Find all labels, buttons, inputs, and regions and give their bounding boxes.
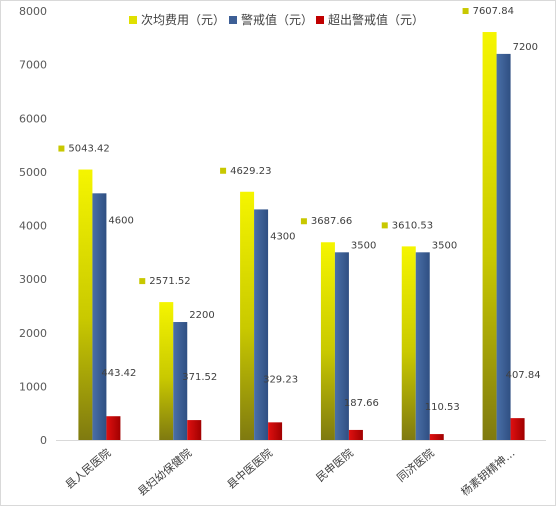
legend-label-warning: 警戒值（元） (241, 12, 313, 27)
data-label-warning: 3500 (351, 240, 376, 251)
avg-cost-marker (139, 278, 146, 285)
bar-avg-cost (401, 246, 416, 440)
data-label-warning: 2200 (189, 310, 214, 321)
data-label-excess: 329.23 (263, 374, 298, 385)
bar-avg-cost (482, 32, 497, 441)
bars (78, 32, 525, 441)
x-category-label: 县中医医院 (224, 446, 275, 492)
x-category-label: 同济医院 (394, 446, 437, 485)
bar-avg-cost (240, 191, 255, 440)
y-tick-label: 5000 (19, 166, 47, 179)
data-label-warning: 3500 (432, 240, 457, 251)
bar-avg-cost (320, 242, 335, 440)
y-tick-label: 1000 (19, 380, 47, 393)
y-tick-label: 8000 (19, 5, 47, 18)
bar-warning (496, 53, 511, 441)
bar-avg-cost (78, 169, 93, 440)
bar-excess (268, 422, 283, 440)
data-label-warning: 4300 (270, 231, 295, 242)
legend-swatch-warning (229, 16, 237, 24)
bar-warning (173, 322, 188, 440)
x-axis: 县人民医院 县妇幼保健院 县中医医院 民申医院 同济医院 杨素钥精神… (62, 446, 517, 499)
x-category-label: 杨素钥精神… (458, 446, 518, 499)
bar-warning (415, 252, 430, 440)
avg-cost-marker (300, 218, 307, 225)
data-label-warning: 4600 (108, 215, 133, 226)
bar-excess (348, 429, 363, 440)
y-tick-label: 3000 (19, 273, 47, 286)
data-labels: 5043.42 4600 443.42 2571.52 2200 371.52 4629.2… (58, 6, 541, 413)
data-label-avg-cost: 7607.84 (473, 6, 514, 17)
data-label-excess: 110.53 (425, 402, 460, 413)
y-tick-label: 0 (40, 434, 47, 447)
y-tick-label: 4000 (19, 220, 47, 233)
bar-warning (254, 209, 269, 440)
bar-warning (92, 193, 107, 440)
data-label-excess: 371.52 (182, 372, 217, 383)
y-tick-label: 6000 (19, 112, 47, 125)
x-category-label: 民申医院 (313, 446, 356, 485)
y-axis: 0 1000 2000 3000 4000 5000 6000 7000 8000 (19, 5, 47, 447)
legend-swatch-avg-cost (129, 16, 137, 24)
legend-label-avg-cost: 次均费用（元） (141, 13, 225, 27)
bar-avg-cost (159, 302, 174, 440)
data-label-warning: 7200 (513, 42, 538, 53)
legend: 次均费用（元） 警戒值（元） 超出警戒值（元） (129, 12, 424, 27)
data-label-excess: 443.42 (101, 368, 136, 379)
bar-excess (429, 434, 444, 440)
bar-excess (510, 418, 525, 440)
legend-label-excess: 超出警戒值（元） (328, 12, 424, 27)
x-category-label: 县人民医院 (62, 446, 113, 492)
data-label-avg-cost: 3687.66 (311, 216, 352, 227)
bar-warning (334, 252, 349, 440)
avg-cost-marker (58, 145, 65, 152)
y-tick-label: 7000 (19, 59, 47, 72)
legend-swatch-excess (316, 16, 324, 24)
y-tick-label: 2000 (19, 327, 47, 340)
data-label-excess: 187.66 (344, 398, 379, 409)
data-label-avg-cost: 4629.23 (230, 166, 271, 177)
avg-cost-marker (381, 222, 388, 229)
data-label-avg-cost: 2571.52 (149, 276, 190, 287)
data-label-avg-cost: 5043.42 (68, 144, 109, 155)
data-label-excess: 407.84 (506, 370, 541, 381)
bar-excess (106, 416, 121, 440)
avg-cost-marker (462, 8, 469, 15)
bar-excess (187, 420, 202, 440)
data-label-avg-cost: 3610.53 (392, 220, 433, 231)
avg-cost-marker (220, 167, 227, 174)
x-category-label: 县妇幼保健院 (135, 446, 195, 499)
